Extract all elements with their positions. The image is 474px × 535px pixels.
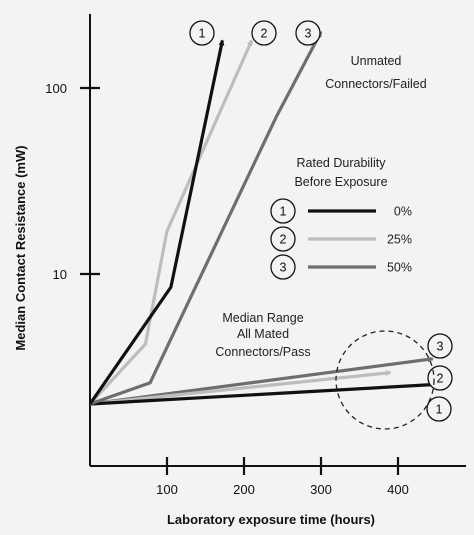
marker-label: 3 xyxy=(437,340,444,354)
legend-marker-label: 3 xyxy=(280,261,287,275)
x-axis-label: Laboratory exposure time (hours) xyxy=(167,512,375,527)
y-axis-label: Median Contact Resistance (mW) xyxy=(13,145,28,350)
x-tick-label: 100 xyxy=(156,482,178,497)
legend-marker-label: 1 xyxy=(280,205,287,219)
legend-marker-circle xyxy=(270,198,296,224)
pass-region-circle xyxy=(335,330,435,430)
x-tick-label: 300 xyxy=(310,482,332,497)
series-line-unmated-3 xyxy=(89,30,323,406)
legend-entry-label: 25% xyxy=(387,233,412,247)
legend-marker-circle xyxy=(270,226,296,252)
annotation-pass-line3: Connectors/Pass xyxy=(215,345,310,359)
series-line-unmated-2 xyxy=(88,39,254,406)
legend-marker-circle xyxy=(270,254,296,280)
series-line-mated-1 xyxy=(89,381,438,406)
ticks: 100 200 300 400 10 100 xyxy=(45,81,409,497)
annotation-pass-line2: All Mated xyxy=(237,327,289,341)
annotation-pass-line1: Median Range xyxy=(222,311,303,325)
marker-circle xyxy=(251,20,277,46)
series-line-unmated-1 xyxy=(88,39,225,405)
annotation-failed-line2: Connectors/Failed xyxy=(325,77,426,91)
series-markers: 1 2 3 1 2 3 xyxy=(189,20,453,422)
marker-circle xyxy=(427,333,453,359)
marker-circle xyxy=(295,20,321,46)
marker-label: 1 xyxy=(436,403,443,417)
legend: Rated Durability Before Exposure 1 0% 2 25%… xyxy=(270,156,412,280)
legend-entry-label: 50% xyxy=(387,261,412,275)
marker-circle xyxy=(426,396,452,422)
marker-circle xyxy=(189,20,215,46)
annotation-failed-line1: Unmated xyxy=(351,54,402,68)
marker-label: 2 xyxy=(261,27,268,41)
marker-label: 1 xyxy=(199,27,206,41)
y-tick-label: 100 xyxy=(45,81,67,96)
series-group xyxy=(88,30,438,406)
legend-entry-label: 0% xyxy=(394,205,412,219)
x-tick-label: 200 xyxy=(233,482,255,497)
marker-label: 3 xyxy=(305,27,312,41)
marker-label: 2 xyxy=(437,372,444,386)
series-line-mated-2 xyxy=(89,370,392,406)
legend-title-line2: Before Exposure xyxy=(294,175,387,189)
x-tick-label: 400 xyxy=(387,482,409,497)
legend-title-line1: Rated Durability xyxy=(297,156,387,170)
legend-marker-label: 2 xyxy=(280,233,287,247)
y-tick-label: 10 xyxy=(53,267,67,282)
